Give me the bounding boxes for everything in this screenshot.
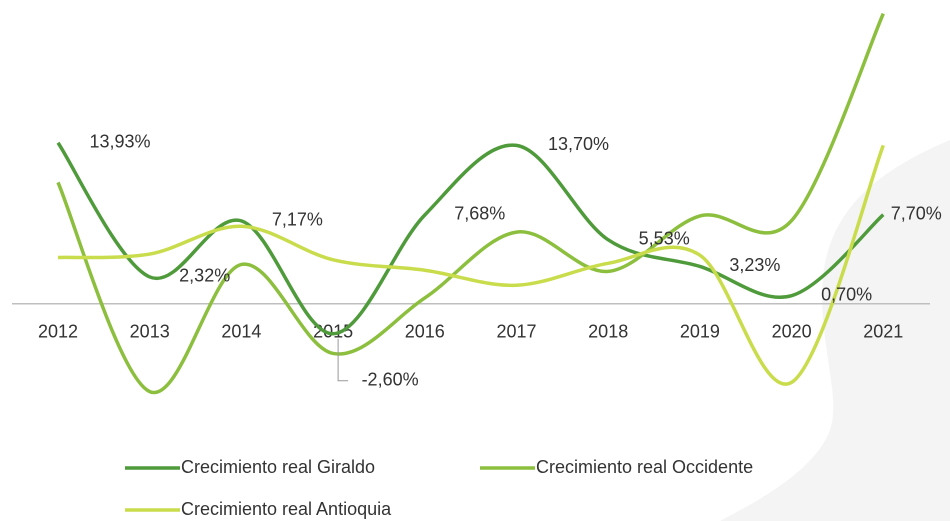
x-tick-label: 2020 xyxy=(772,322,812,342)
x-tick-label: 2017 xyxy=(496,322,536,342)
data-label: 2,32% xyxy=(179,266,230,286)
data-label: 0,70% xyxy=(821,284,872,304)
x-tick-label: 2014 xyxy=(221,322,261,342)
data-label: 7,68% xyxy=(454,204,505,224)
legend-label: Crecimiento real Antioquia xyxy=(181,499,392,519)
x-tick-label: 2012 xyxy=(38,322,78,342)
data-label: -2,60% xyxy=(362,370,419,390)
legend-label: Crecimiento real Giraldo xyxy=(181,457,375,477)
data-label: 5,53% xyxy=(639,229,690,249)
leader-line xyxy=(338,339,348,381)
background-shape xyxy=(720,140,950,521)
data-label: 7,17% xyxy=(272,210,323,230)
x-tick-label: 2015 xyxy=(313,322,353,342)
x-tick-label: 2013 xyxy=(130,322,170,342)
chart: 2012 2013 2014 2015 2016 2017 2018 2019 2020 2021… xyxy=(0,0,950,521)
x-tick-label: 2016 xyxy=(405,322,445,342)
data-label: 3,23% xyxy=(729,255,780,275)
data-label: 13,70% xyxy=(548,134,609,154)
x-tick-label: 2018 xyxy=(588,322,628,342)
x-tick-label: 2021 xyxy=(863,322,903,342)
legend-label: Crecimiento real Occidente xyxy=(536,457,753,477)
x-tick-label: 2019 xyxy=(680,322,720,342)
data-label: 7,70% xyxy=(891,203,942,223)
line-series xyxy=(58,143,883,334)
data-label: 13,93% xyxy=(89,131,150,151)
